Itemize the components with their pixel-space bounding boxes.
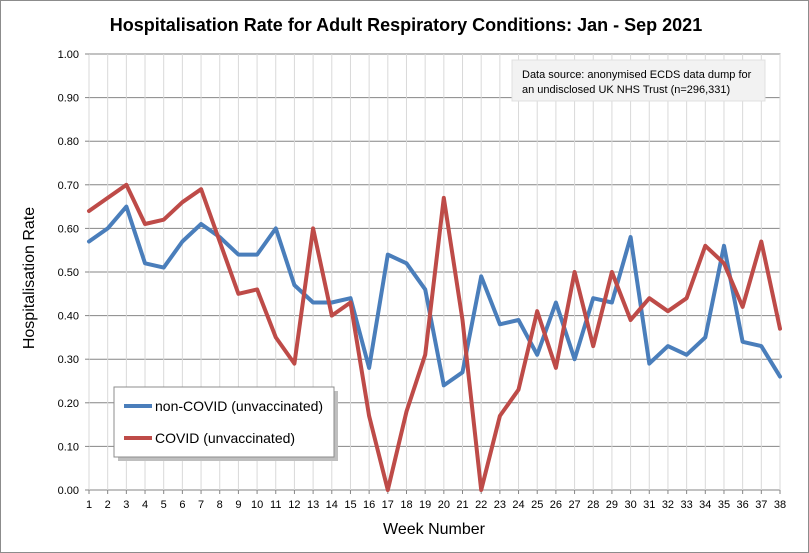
- y-tick-label: 0.90: [58, 93, 79, 105]
- x-tick-label: 6: [179, 499, 185, 511]
- x-tick-label: 31: [643, 499, 655, 511]
- y-tick-label: 0.40: [58, 311, 79, 323]
- series-line-non-covid: [87, 204, 782, 388]
- y-tick-label: 0.10: [58, 441, 79, 453]
- x-tick-label: 1: [86, 499, 92, 511]
- x-tick-label: 4: [142, 499, 148, 511]
- x-tick-label: 36: [737, 499, 749, 511]
- legend-label-covid: COVID (unvaccinated): [155, 430, 295, 446]
- x-tick-label: 14: [326, 499, 338, 511]
- x-tick-label: 25: [531, 499, 543, 511]
- x-tick-label: 37: [755, 499, 767, 511]
- chart-title: Hospitalisation Rate for Adult Respirato…: [110, 15, 702, 35]
- x-tick-label: 13: [307, 499, 319, 511]
- x-tick-label: 34: [699, 499, 711, 511]
- x-tick-label: 12: [288, 499, 300, 511]
- x-tick-label: 33: [680, 499, 692, 511]
- data-source-note-line-1: Data source: anonymised ECDS data dump f…: [522, 69, 752, 81]
- y-tick-label: 0.00: [58, 485, 79, 497]
- series-line-covid: [87, 182, 782, 492]
- x-tick-label: 23: [494, 499, 506, 511]
- tick-layer: 0.00 0.10 0.20 0.30 0.40 0.50 0.60 0.70 0.80 0.90…: [58, 49, 787, 511]
- x-tick-label: 38: [774, 499, 786, 511]
- y-tick-label: 0.60: [58, 223, 79, 235]
- x-tick-label: 9: [235, 499, 241, 511]
- x-tick-label: 32: [662, 499, 674, 511]
- x-tick-label: 10: [251, 499, 263, 511]
- y-axis-title: Hospitalisation Rate: [21, 207, 38, 349]
- series-layer: [87, 182, 782, 492]
- y-tick-label: 0.80: [58, 136, 79, 148]
- x-tick-label: 3: [123, 499, 129, 511]
- legend: non-COVID (unvaccinated) COVID (unvaccin…: [113, 386, 338, 461]
- x-tick-label: 26: [550, 499, 562, 511]
- x-tick-label: 22: [475, 499, 487, 511]
- x-tick-label: 28: [587, 499, 599, 511]
- x-tick-label: 2: [105, 499, 111, 511]
- data-source-note-line-2: an undisclosed UK NHS Trust (n=296,331): [522, 84, 730, 96]
- x-tick-label: 20: [438, 499, 450, 511]
- y-tick-label: 0.20: [58, 398, 79, 410]
- legend-label-non-covid: non-COVID (unvaccinated): [155, 398, 323, 414]
- x-tick-label: 16: [363, 499, 375, 511]
- x-tick-label: 11: [270, 499, 281, 511]
- x-tick-label: 7: [198, 499, 204, 511]
- x-tick-label: 8: [217, 499, 223, 511]
- x-tick-label: 15: [344, 499, 356, 511]
- y-tick-label: 1.00: [58, 49, 79, 61]
- y-tick-label: 0.30: [58, 354, 79, 366]
- x-tick-label: 18: [400, 499, 412, 511]
- x-tick-label: 35: [718, 499, 730, 511]
- data-source-note: Data source: anonymised ECDS data dump f…: [511, 59, 766, 102]
- x-tick-label: 5: [161, 499, 167, 511]
- x-tick-label: 27: [568, 499, 580, 511]
- x-tick-label: 19: [419, 499, 431, 511]
- legend-box: [113, 386, 335, 458]
- data-source-note-box: [511, 59, 766, 102]
- x-tick-label: 21: [456, 499, 468, 511]
- x-tick-label: 17: [382, 499, 394, 511]
- y-tick-label: 0.70: [58, 180, 79, 192]
- x-axis-title: Week Number: [383, 521, 486, 538]
- x-tick-label: 24: [512, 499, 524, 511]
- x-tick-label: 30: [624, 499, 636, 511]
- x-tick-label: 29: [606, 499, 618, 511]
- y-tick-label: 0.50: [58, 267, 79, 279]
